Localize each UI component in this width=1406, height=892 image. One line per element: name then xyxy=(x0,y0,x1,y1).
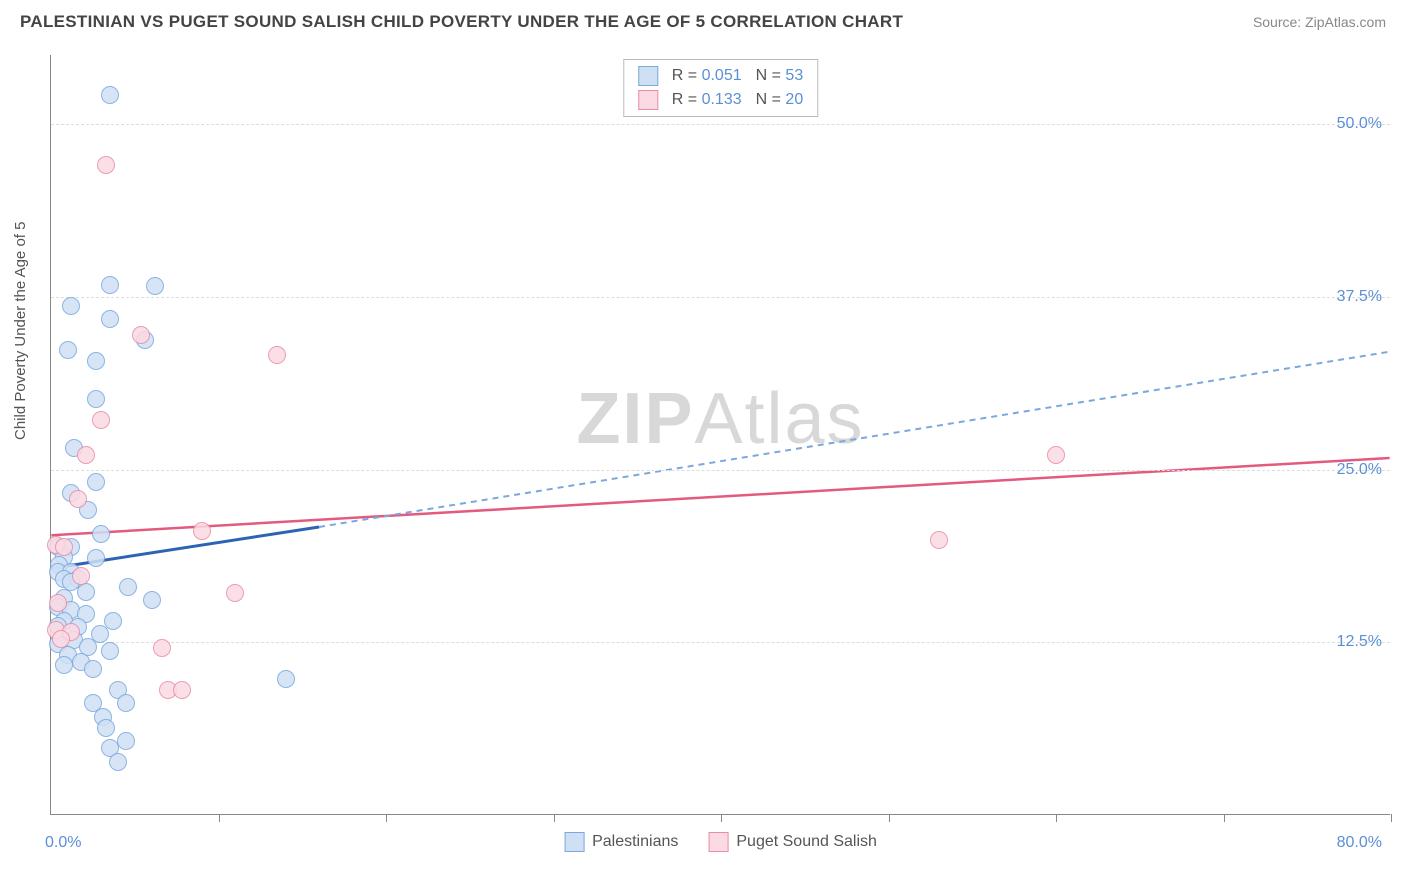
legend-item: Palestinians xyxy=(564,832,678,852)
scatter-point xyxy=(104,612,122,630)
scatter-point xyxy=(101,642,119,660)
scatter-point xyxy=(59,341,77,359)
scatter-point xyxy=(119,578,137,596)
scatter-point xyxy=(143,591,161,609)
scatter-point xyxy=(97,156,115,174)
legend-stats-row: R = 0.133 N = 20 xyxy=(638,88,803,112)
x-axis-origin-label: 0.0% xyxy=(45,834,81,852)
scatter-point xyxy=(226,584,244,602)
trend-line xyxy=(319,352,1390,527)
scatter-point xyxy=(101,86,119,104)
scatter-point xyxy=(87,390,105,408)
legend-label: Palestinians xyxy=(592,833,678,851)
scatter-point xyxy=(62,297,80,315)
x-tick xyxy=(889,814,890,822)
legend-swatch-blue xyxy=(564,832,584,852)
scatter-point xyxy=(146,277,164,295)
scatter-point xyxy=(268,346,286,364)
gridline xyxy=(51,470,1390,471)
scatter-point xyxy=(49,594,67,612)
scatter-point xyxy=(72,567,90,585)
x-tick xyxy=(386,814,387,822)
source-label: Source: ZipAtlas.com xyxy=(1253,14,1386,30)
legend-swatch-pink xyxy=(638,90,658,110)
scatter-point xyxy=(55,538,73,556)
scatter-point xyxy=(117,694,135,712)
y-tick-label: 25.0% xyxy=(1337,461,1382,479)
x-axis-max-label: 80.0% xyxy=(1337,834,1382,852)
legend-stats-row: R = 0.051 N = 53 xyxy=(638,64,803,88)
chart-title: PALESTINIAN VS PUGET SOUND SALISH CHILD … xyxy=(20,12,903,32)
scatter-point xyxy=(92,411,110,429)
scatter-point xyxy=(84,660,102,678)
watermark: ZIPAtlas xyxy=(576,378,864,460)
scatter-point xyxy=(92,525,110,543)
scatter-point xyxy=(1047,446,1065,464)
scatter-point xyxy=(930,531,948,549)
scatter-point xyxy=(87,352,105,370)
x-tick xyxy=(1056,814,1057,822)
chart-plot-area: ZIPAtlas R = 0.051 N = 53 R = 0.133 N = … xyxy=(50,55,1390,815)
legend-series: Palestinians Puget Sound Salish xyxy=(564,832,877,852)
scatter-point xyxy=(277,670,295,688)
legend-stats: R = 0.051 N = 53 R = 0.133 N = 20 xyxy=(623,59,818,117)
gridline xyxy=(51,297,1390,298)
scatter-point xyxy=(173,681,191,699)
y-tick-label: 50.0% xyxy=(1337,115,1382,133)
trend-lines-layer xyxy=(51,55,1390,814)
scatter-point xyxy=(55,656,73,674)
x-tick xyxy=(219,814,220,822)
scatter-point xyxy=(153,639,171,657)
scatter-point xyxy=(87,549,105,567)
scatter-point xyxy=(87,473,105,491)
scatter-point xyxy=(132,326,150,344)
legend-item: Puget Sound Salish xyxy=(708,832,877,852)
x-tick xyxy=(721,814,722,822)
legend-swatch-pink xyxy=(708,832,728,852)
scatter-point xyxy=(101,310,119,328)
scatter-point xyxy=(52,630,70,648)
scatter-point xyxy=(193,522,211,540)
y-tick-label: 12.5% xyxy=(1337,633,1382,651)
y-axis-label: Child Poverty Under the Age of 5 xyxy=(12,222,29,440)
gridline xyxy=(51,642,1390,643)
scatter-point xyxy=(109,753,127,771)
x-tick xyxy=(1224,814,1225,822)
scatter-point xyxy=(69,490,87,508)
legend-swatch-blue xyxy=(638,66,658,86)
x-tick xyxy=(554,814,555,822)
legend-label: Puget Sound Salish xyxy=(736,833,877,851)
x-tick xyxy=(1391,814,1392,822)
scatter-point xyxy=(77,446,95,464)
scatter-point xyxy=(101,276,119,294)
scatter-point xyxy=(97,719,115,737)
scatter-point xyxy=(117,732,135,750)
gridline xyxy=(51,124,1390,125)
y-tick-label: 37.5% xyxy=(1337,288,1382,306)
